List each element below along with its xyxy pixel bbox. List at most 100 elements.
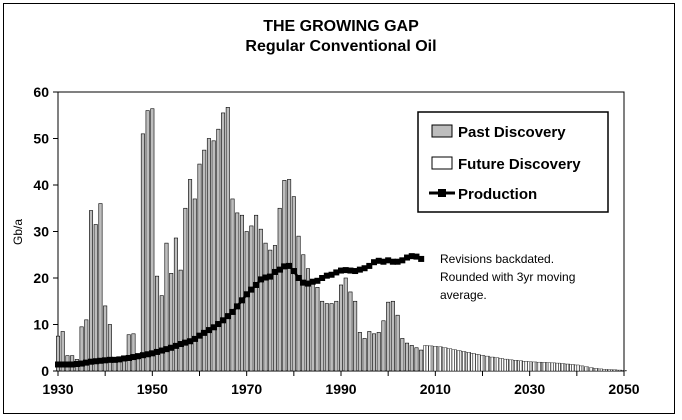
production-marker bbox=[352, 268, 359, 275]
production-marker bbox=[78, 360, 85, 367]
y-tick-label: 10 bbox=[33, 317, 49, 333]
bar-past-discovery bbox=[400, 338, 405, 372]
bar-future-discovery bbox=[465, 352, 471, 372]
bar-past-discovery bbox=[263, 242, 268, 372]
bar-future-discovery bbox=[616, 369, 622, 372]
bar-future-discovery bbox=[578, 365, 585, 372]
production-marker bbox=[380, 258, 387, 265]
production-marker bbox=[413, 253, 420, 260]
legend-marker-production bbox=[438, 189, 446, 197]
bar-past-discovery bbox=[277, 207, 282, 372]
bar-past-discovery bbox=[305, 268, 310, 372]
bar-future-discovery bbox=[503, 358, 509, 372]
production-marker bbox=[389, 258, 396, 265]
bar-future-discovery bbox=[527, 361, 533, 372]
production-marker bbox=[168, 344, 175, 351]
production-marker bbox=[144, 351, 151, 358]
bar-past-discovery bbox=[239, 214, 244, 372]
bar-past-discovery bbox=[329, 303, 334, 372]
bar-past-discovery bbox=[188, 179, 193, 372]
bar-past-discovery bbox=[79, 326, 84, 372]
bar-past-discovery bbox=[225, 107, 230, 372]
production-marker bbox=[356, 266, 363, 273]
production-marker bbox=[121, 355, 128, 362]
legend-label-production: Production bbox=[458, 186, 537, 203]
bar-future-discovery bbox=[446, 348, 453, 372]
bar-past-discovery bbox=[367, 331, 372, 372]
bar-future-discovery bbox=[597, 368, 603, 372]
y-tick-label: 20 bbox=[33, 270, 49, 286]
bar-past-discovery bbox=[414, 347, 419, 372]
bar-future-discovery bbox=[541, 362, 547, 372]
y-tick-label: 50 bbox=[33, 131, 49, 147]
bar-past-discovery bbox=[183, 207, 188, 372]
production-marker bbox=[210, 324, 217, 331]
bar-past-discovery bbox=[254, 214, 259, 372]
production-marker bbox=[347, 267, 354, 274]
production-marker bbox=[97, 357, 104, 364]
bar-past-discovery bbox=[169, 273, 174, 372]
bar-future-discovery bbox=[442, 347, 448, 372]
bar-past-discovery bbox=[145, 110, 150, 372]
bar-future-discovery bbox=[432, 346, 438, 372]
bar-past-discovery bbox=[409, 345, 414, 372]
annotation-line-1: Revisions backdated. bbox=[440, 252, 554, 266]
production-marker bbox=[328, 271, 335, 278]
bar-past-discovery bbox=[301, 254, 306, 372]
production-marker bbox=[182, 339, 189, 346]
production-marker bbox=[304, 280, 311, 287]
y-axis-label: Gb/a bbox=[11, 219, 25, 245]
production-marker bbox=[69, 361, 76, 368]
bar-past-discovery bbox=[164, 242, 169, 372]
production-marker bbox=[243, 291, 250, 298]
production-marker bbox=[149, 350, 156, 357]
bar-past-discovery bbox=[178, 269, 183, 372]
bar-past-discovery bbox=[353, 300, 358, 372]
y-tick-label: 40 bbox=[33, 177, 49, 193]
production-marker bbox=[314, 277, 321, 284]
bar-past-discovery bbox=[60, 331, 65, 372]
production-marker bbox=[139, 352, 146, 359]
bar-future-discovery bbox=[621, 370, 627, 372]
x-tick-label: 2010 bbox=[420, 381, 451, 397]
annotation: Revisions backdated. Rounded with 3yr mo… bbox=[440, 252, 575, 302]
bar-future-discovery bbox=[612, 369, 618, 372]
production-marker bbox=[55, 361, 61, 368]
production-marker bbox=[257, 276, 264, 283]
bar-past-discovery bbox=[235, 212, 240, 372]
production-marker bbox=[215, 321, 222, 328]
production-marker bbox=[323, 272, 330, 279]
production-marker bbox=[130, 354, 137, 361]
bar-future-discovery bbox=[564, 363, 570, 372]
bar-past-discovery bbox=[357, 332, 362, 372]
production-marker bbox=[106, 356, 113, 363]
production-marker bbox=[253, 281, 260, 288]
production-marker bbox=[281, 263, 288, 270]
production-marker bbox=[309, 278, 316, 285]
chart-subtitle: Regular Conventional Oil bbox=[245, 38, 437, 55]
legend-swatch-future bbox=[431, 156, 453, 170]
production-marker bbox=[154, 348, 161, 355]
production-marker bbox=[64, 361, 71, 368]
bar-future-discovery bbox=[494, 357, 500, 372]
production-marker bbox=[111, 356, 118, 363]
production-marker bbox=[399, 257, 406, 264]
bar-past-discovery bbox=[386, 301, 391, 372]
bar-past-discovery bbox=[216, 128, 221, 372]
bar-future-discovery bbox=[423, 345, 429, 372]
production-marker bbox=[220, 317, 227, 324]
production-marker bbox=[92, 358, 99, 365]
bar-past-discovery bbox=[136, 358, 141, 372]
production-marker bbox=[342, 267, 349, 274]
bar-past-discovery bbox=[272, 245, 277, 372]
production-marker bbox=[394, 258, 401, 265]
production-marker bbox=[205, 327, 212, 334]
production-marker bbox=[177, 341, 184, 348]
bar-future-discovery bbox=[461, 351, 467, 372]
bar-past-discovery bbox=[192, 198, 197, 372]
bar-past-discovery bbox=[107, 324, 112, 372]
bar-past-discovery bbox=[131, 333, 136, 372]
bar-past-discovery bbox=[287, 179, 292, 372]
production-marker bbox=[191, 335, 198, 342]
bar-past-discovery bbox=[381, 320, 386, 372]
